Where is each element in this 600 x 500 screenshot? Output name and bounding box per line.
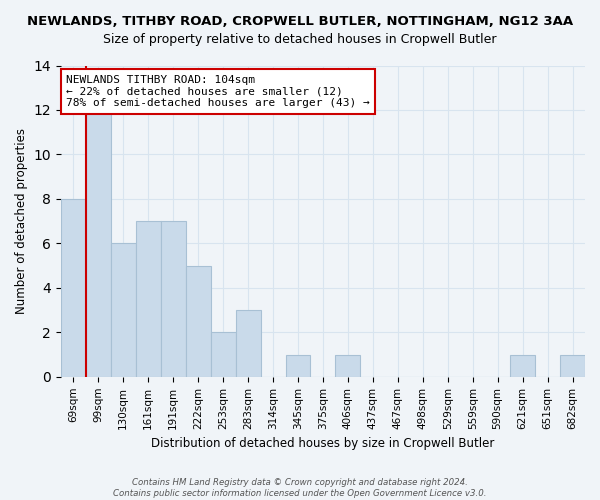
Text: Size of property relative to detached houses in Cropwell Butler: Size of property relative to detached ho…	[103, 32, 497, 46]
Text: NEWLANDS, TITHBY ROAD, CROPWELL BUTLER, NOTTINGHAM, NG12 3AA: NEWLANDS, TITHBY ROAD, CROPWELL BUTLER, …	[27, 15, 573, 28]
Bar	[286, 354, 310, 377]
Bar	[236, 310, 260, 377]
X-axis label: Distribution of detached houses by size in Cropwell Butler: Distribution of detached houses by size …	[151, 437, 494, 450]
Y-axis label: Number of detached properties: Number of detached properties	[15, 128, 28, 314]
Bar	[86, 110, 111, 377]
Bar	[61, 199, 86, 377]
Bar	[560, 354, 585, 377]
Bar	[111, 244, 136, 377]
Bar	[510, 354, 535, 377]
Bar	[136, 221, 161, 377]
Bar	[161, 221, 185, 377]
Text: NEWLANDS TITHBY ROAD: 104sqm
← 22% of detached houses are smaller (12)
78% of se: NEWLANDS TITHBY ROAD: 104sqm ← 22% of de…	[66, 75, 370, 108]
Bar	[335, 354, 361, 377]
Bar	[211, 332, 236, 377]
Text: Contains HM Land Registry data © Crown copyright and database right 2024.
Contai: Contains HM Land Registry data © Crown c…	[113, 478, 487, 498]
Bar	[185, 266, 211, 377]
